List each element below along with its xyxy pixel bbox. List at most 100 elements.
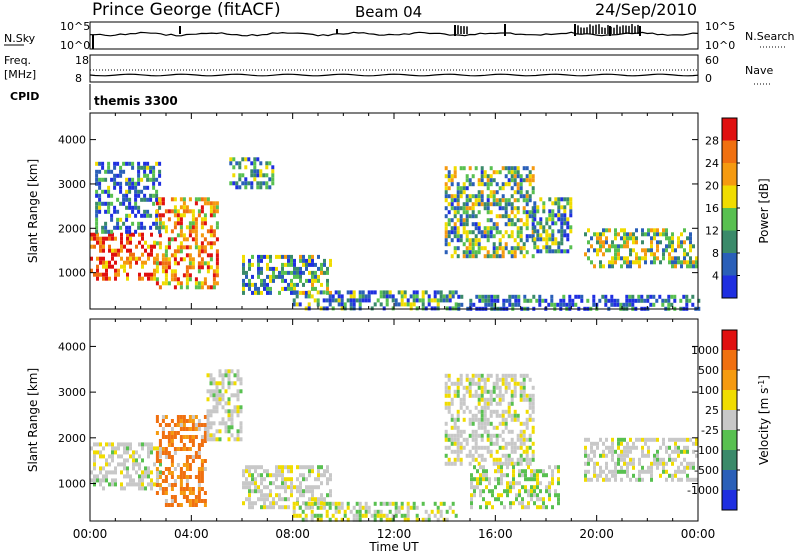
heatmap-cell — [527, 493, 530, 498]
heatmap-cell — [533, 245, 537, 250]
heatmap-cell — [478, 298, 482, 303]
heatmap-cell — [156, 446, 159, 451]
heatmap-cell — [444, 226, 448, 231]
heatmap-cell — [164, 257, 168, 262]
heatmap-cell — [197, 249, 201, 254]
heatmap-cell — [308, 497, 311, 502]
heatmap-cell — [155, 261, 159, 266]
heatmap-cell — [620, 228, 623, 233]
heatmap-cell — [614, 256, 617, 261]
heatmap-cell — [504, 385, 508, 390]
heatmap-cell — [334, 298, 338, 303]
heatmap-cell — [113, 205, 117, 210]
heatmap-cell — [587, 437, 590, 442]
heatmap-cell — [299, 274, 302, 279]
heatmap-cell — [554, 213, 558, 218]
heatmap-cell — [528, 194, 532, 199]
heatmap-cell — [99, 236, 102, 241]
heatmap-cell — [337, 505, 341, 510]
heatmap-cell — [626, 453, 629, 458]
heatmap-cell — [563, 205, 567, 210]
heatmap-cell — [191, 237, 195, 242]
noise-left-tick-top: 10^5 — [60, 20, 90, 33]
heatmap-cell — [596, 461, 599, 466]
heatmap-cell — [107, 209, 111, 214]
heatmap-cell — [352, 517, 356, 522]
heatmap-cell — [227, 397, 231, 402]
heatmap-cell — [665, 449, 668, 454]
heatmap-cell — [629, 248, 632, 253]
heatmap-cell — [485, 473, 488, 478]
heatmap-cell — [93, 244, 96, 249]
heatmap-cell — [329, 489, 332, 494]
heatmap-cell — [257, 258, 260, 263]
heatmap-cell — [96, 256, 99, 261]
heatmap-cell — [257, 465, 260, 470]
heatmap-cell — [462, 182, 466, 187]
heatmap-cell — [328, 517, 332, 522]
heatmap-cell — [104, 221, 108, 226]
heatmap-cell — [215, 237, 219, 242]
heatmap-cell — [519, 238, 523, 243]
heatmap-cell — [477, 222, 481, 227]
heatmap-cell — [504, 214, 508, 219]
heatmap-cell — [497, 469, 500, 474]
heatmap-cell — [674, 445, 677, 450]
heatmap-cell — [662, 437, 665, 442]
heatmap-cell — [662, 461, 665, 466]
heatmap-cell — [447, 202, 451, 207]
heatmap-cell — [444, 182, 448, 187]
heatmap-cell — [533, 493, 536, 498]
heatmap-cell — [188, 225, 192, 230]
heatmap-cell — [209, 257, 213, 262]
heatmap-cell — [197, 475, 201, 479]
heatmap-cell — [456, 194, 460, 199]
heatmap-cell — [209, 229, 213, 234]
heatmap-cell — [623, 449, 626, 454]
heatmap-cell — [244, 181, 248, 186]
heatmap-cell — [444, 373, 448, 378]
heatmap-cell — [159, 450, 162, 455]
heatmap-cell — [563, 233, 567, 238]
heatmap-cell — [120, 454, 123, 459]
heatmap-cell — [314, 485, 317, 490]
heatmap-cell — [262, 181, 266, 186]
heatmap-cell — [281, 270, 284, 275]
heatmap-cell — [254, 469, 257, 474]
heatmap-cell — [697, 298, 701, 303]
heatmap-cell — [102, 244, 105, 249]
heatmap-cell — [623, 445, 626, 450]
heatmap-cell — [164, 277, 168, 282]
heatmap-cell — [150, 486, 153, 491]
heatmap-cell — [182, 435, 186, 439]
heatmap-cell — [170, 471, 174, 475]
heatmap-cell — [281, 505, 284, 510]
heatmap-cell — [155, 269, 159, 274]
heatmap-cell — [179, 467, 183, 471]
heatmap-cell — [304, 501, 308, 506]
heatmap-cell — [200, 197, 204, 202]
heatmap-cell — [206, 425, 210, 430]
heatmap-cell — [602, 449, 605, 454]
heatmap-cell — [519, 226, 523, 231]
heatmap-cell — [424, 517, 428, 522]
heatmap-cell — [670, 302, 674, 307]
heatmap-cell — [668, 244, 671, 249]
heatmap-cell — [164, 487, 168, 491]
heatmap-cell — [182, 273, 186, 278]
heatmap-cell — [536, 497, 539, 502]
heatmap-cell — [93, 236, 96, 241]
heatmap-cell — [191, 491, 195, 495]
heatmap-cell — [191, 415, 195, 419]
heatmap-cell — [230, 413, 234, 418]
heatmap-cell — [173, 221, 177, 226]
heatmap-cell — [323, 469, 326, 474]
heatmap-cell — [132, 482, 135, 487]
heatmap-cell — [116, 221, 120, 226]
heatmap-cell — [474, 254, 478, 259]
heatmap-cell — [641, 449, 644, 454]
heatmap-cell — [593, 264, 596, 269]
heatmap-cell — [99, 454, 102, 459]
heatmap-cell — [519, 397, 523, 402]
heatmap-cell — [400, 501, 404, 506]
